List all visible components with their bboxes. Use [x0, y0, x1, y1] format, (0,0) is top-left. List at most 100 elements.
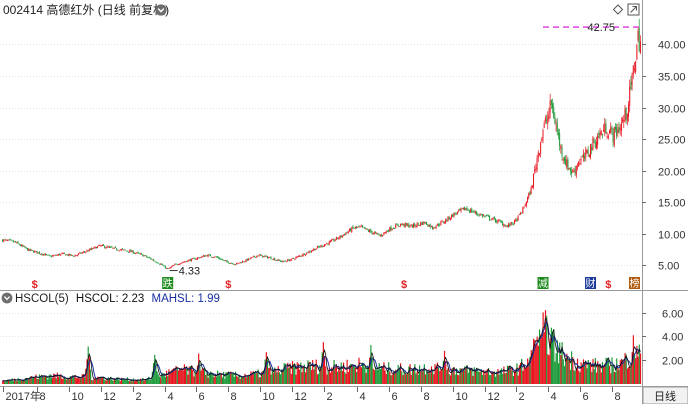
turnover-bar	[288, 367, 290, 384]
turnover-bar	[637, 356, 639, 384]
candle-body	[559, 133, 561, 146]
candle-body	[536, 158, 538, 171]
turnover-bar	[27, 379, 29, 384]
candle-body	[484, 215, 486, 217]
time-tick-label: 8	[231, 391, 237, 403]
turnover-bar	[380, 366, 383, 384]
turnover-bars	[2, 310, 642, 384]
candle-body	[192, 258, 194, 260]
candle-body	[451, 214, 453, 219]
candle-body	[626, 114, 628, 121]
turnover-bar	[285, 367, 288, 384]
marker-box	[628, 277, 640, 289]
candle-body	[567, 159, 569, 171]
candle-body	[593, 140, 595, 143]
candle-body	[161, 263, 163, 265]
candle-body	[446, 220, 448, 221]
turnover-bar	[5, 380, 7, 384]
candle-body	[321, 245, 323, 247]
indicator-tick-label: 2.00	[662, 356, 683, 368]
candle-body	[21, 244, 23, 246]
turnover-bar	[91, 379, 93, 384]
candle-body	[174, 264, 176, 266]
turnover-bar	[35, 374, 37, 384]
candle-body	[468, 210, 470, 213]
period-button[interactable]: 日线	[642, 386, 688, 404]
turnover-bar	[167, 376, 169, 384]
candle-body	[5, 239, 7, 241]
candle-body	[236, 262, 238, 265]
turnover-bar	[206, 373, 208, 384]
candle-body	[181, 262, 183, 264]
turnover-bar	[626, 368, 629, 384]
candle-body	[256, 255, 258, 258]
turnover-bar	[84, 377, 86, 384]
turnover-bar	[122, 378, 124, 384]
candle-body	[154, 260, 156, 262]
candle-body	[315, 248, 317, 250]
chevron-down-circle-icon[interactable]	[1, 292, 13, 304]
candle-body	[424, 222, 426, 224]
candle-body	[518, 213, 520, 215]
candle-body	[187, 260, 189, 263]
turnover-bar	[56, 372, 58, 384]
candle-body	[361, 225, 363, 228]
turnover-bar	[3, 380, 5, 384]
candle-body	[333, 239, 335, 241]
period-label: (日线 前复权)	[98, 2, 169, 17]
event-marker-dividend: $	[225, 279, 231, 291]
turnover-bar	[144, 379, 146, 384]
turnover-bar	[481, 374, 484, 384]
candle-body	[460, 208, 462, 211]
candle-body	[199, 257, 201, 259]
candle-body	[122, 248, 124, 250]
candle-body	[614, 126, 616, 130]
candle-body	[508, 224, 510, 227]
chevron-down-circle-icon[interactable]	[155, 4, 167, 16]
diamond-icon[interactable]	[612, 4, 624, 15]
indicator-name: HSCOL(5)	[15, 293, 69, 305]
turnover-bar	[141, 380, 143, 384]
turnover-bar	[130, 379, 132, 384]
candle-body	[581, 156, 583, 158]
expand-icon[interactable]	[627, 3, 640, 16]
candle-body	[293, 258, 295, 259]
candle-body	[169, 267, 171, 269]
candle-body	[18, 243, 20, 245]
turnover-bar	[361, 362, 364, 384]
turnover-bar	[287, 362, 289, 384]
candle-body	[259, 254, 261, 256]
turnover-bar	[594, 358, 596, 384]
candle-body	[301, 255, 303, 257]
turnover-bar	[266, 359, 269, 384]
candle-body	[29, 248, 31, 251]
candle-body	[511, 222, 513, 224]
candle-body	[111, 246, 113, 248]
turnover-bar	[472, 375, 474, 384]
candle-body	[183, 261, 185, 263]
turnover-bar	[496, 371, 498, 384]
turnover-bar	[132, 378, 134, 384]
candle-body	[420, 222, 422, 226]
turnover-bar	[586, 368, 588, 384]
candle-body	[496, 221, 498, 223]
turnover-bar	[44, 376, 47, 384]
turnover-bar	[158, 376, 161, 384]
candle-body	[89, 249, 91, 250]
turnover-bar	[60, 374, 62, 384]
turnover-bar	[439, 371, 441, 384]
candle-body	[146, 257, 148, 258]
candle-body	[371, 231, 373, 234]
turnover-bar	[597, 361, 599, 384]
candle-body	[208, 254, 210, 256]
turnover-bar	[619, 360, 621, 384]
candle-body	[448, 217, 450, 220]
turnover-bar	[459, 368, 461, 384]
turnover-bar	[307, 360, 309, 384]
candle-body	[202, 255, 204, 257]
candle-body	[118, 250, 120, 252]
candle-body	[320, 245, 322, 247]
turnover-bar	[272, 372, 275, 384]
turnover-bar	[493, 372, 496, 384]
